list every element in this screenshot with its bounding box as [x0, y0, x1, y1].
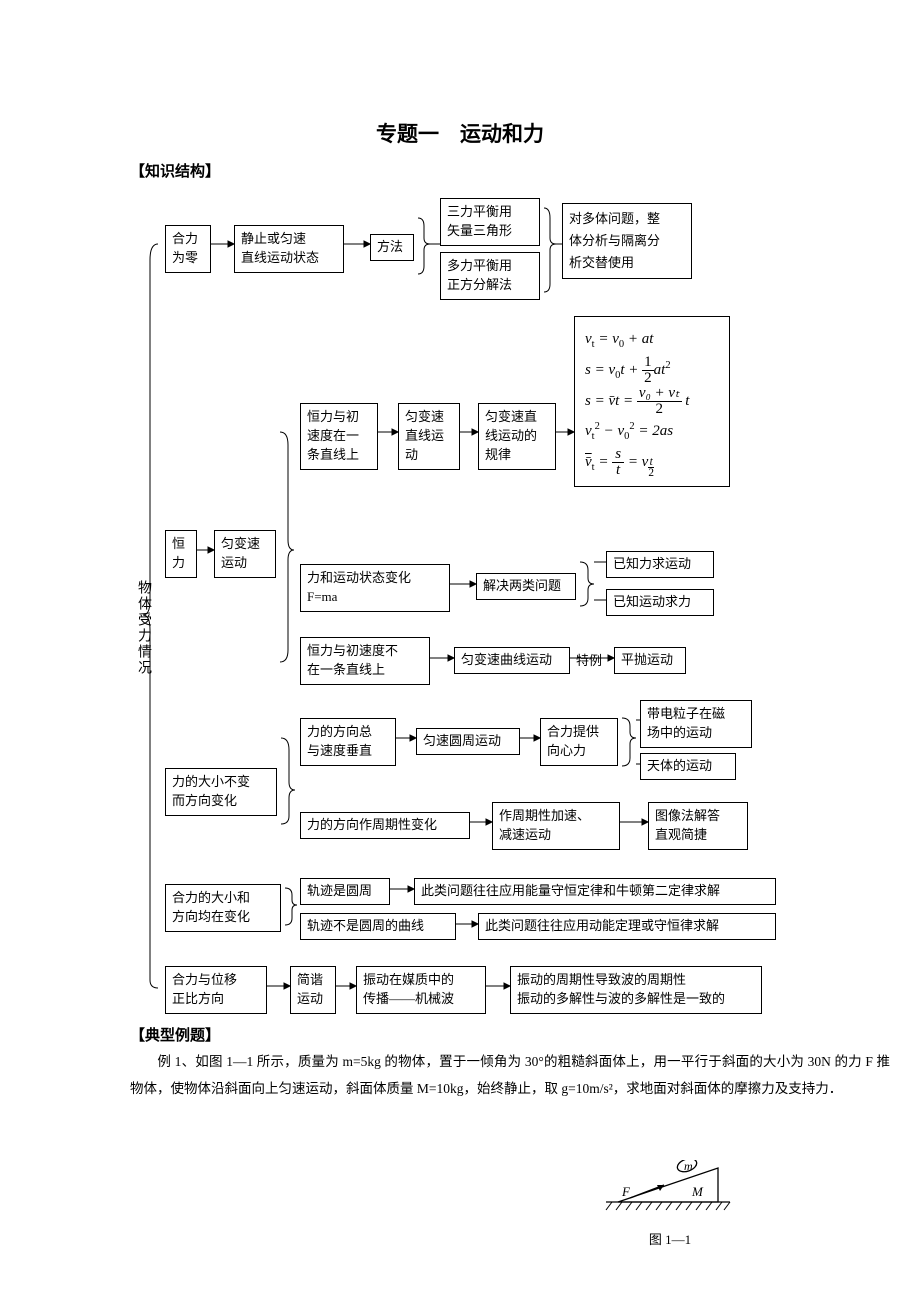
section-examples: 【典型例题】 [130, 1024, 220, 1045]
example-text: 例 1、如图 1—1 所示，质量为 m=5kg 的物体，置于一倾角为 30°的粗… [130, 1048, 890, 1102]
fig-F: F [621, 1184, 631, 1199]
figure-caption: 图 1—1 [600, 1229, 740, 1248]
fig-M: M [691, 1184, 704, 1199]
figure-1-1: F m M 图 1—1 [600, 1160, 740, 1248]
fig-m: m [684, 1160, 693, 1173]
connector-lines [0, 0, 920, 1050]
